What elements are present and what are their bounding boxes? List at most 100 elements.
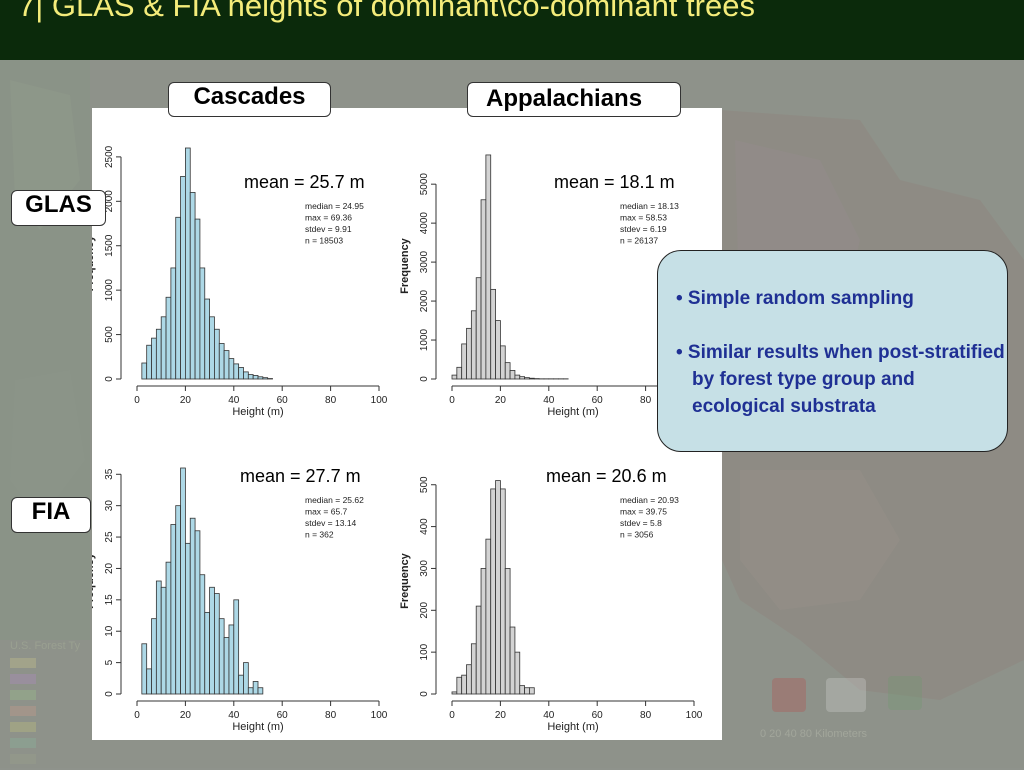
x-axis-label: Height (m) xyxy=(232,406,283,418)
histogram-bar xyxy=(476,606,481,694)
x-tick-label: 80 xyxy=(640,395,652,406)
y-tick-label: 0 xyxy=(419,691,430,697)
histogram-bar xyxy=(462,675,467,694)
histogram-bar xyxy=(156,581,161,694)
stats-annotation: median = 20.93 xyxy=(620,495,679,505)
x-tick-label: 0 xyxy=(449,710,455,721)
histogram-bar xyxy=(248,375,253,379)
histogram-bar xyxy=(161,317,166,379)
rsac-logo xyxy=(888,676,922,710)
histogram-bar xyxy=(239,367,244,379)
slide-title: 7| GLAS & FIA heights of dominant\co-dom… xyxy=(18,0,898,25)
row-label-glas: GLAS xyxy=(11,190,106,226)
histogram-bar xyxy=(234,600,239,694)
histogram-bar xyxy=(156,329,161,379)
legend-swatch xyxy=(10,738,36,748)
histogram-bar xyxy=(491,489,496,694)
histogram-bar xyxy=(481,200,486,379)
y-tick-label: 2500 xyxy=(104,145,115,168)
histogram-bar xyxy=(171,525,176,695)
histogram-bar xyxy=(166,562,171,694)
stats-annotation: n = 3056 xyxy=(620,530,654,540)
histogram-bar xyxy=(253,681,258,694)
histogram-bar xyxy=(481,568,486,694)
stats-annotation: n = 26137 xyxy=(620,236,658,246)
x-tick-label: 80 xyxy=(325,710,337,721)
histogram-bar xyxy=(529,688,534,694)
histogram-bar xyxy=(200,575,205,694)
histogram-bar xyxy=(457,677,462,694)
y-tick-label: 30 xyxy=(104,500,115,512)
y-axis-label: Frequency xyxy=(92,552,96,609)
histogram-bar xyxy=(500,346,505,379)
y-axis-label: Frequency xyxy=(92,235,96,292)
histogram-bar xyxy=(200,268,205,379)
y-tick-label: 4000 xyxy=(419,212,430,235)
histogram-bar xyxy=(496,481,501,694)
histogram-bar xyxy=(486,539,491,694)
histogram-bar xyxy=(515,652,520,694)
histogram-bar xyxy=(195,531,200,694)
histogram-bar xyxy=(486,155,491,379)
stats-annotation: median = 25.62 xyxy=(305,495,364,505)
histogram-bar xyxy=(190,518,195,694)
histogram-bar xyxy=(452,692,457,694)
x-tick-label: 20 xyxy=(495,395,507,406)
stats-annotation: stdev = 5.8 xyxy=(620,518,662,528)
histogram-bar xyxy=(505,363,510,379)
y-tick-label: 200 xyxy=(419,602,430,619)
histogram-bar xyxy=(234,364,239,379)
histogram-bar xyxy=(229,359,234,379)
histogram-bar xyxy=(239,675,244,694)
histogram-bar xyxy=(210,587,215,694)
x-tick-label: 100 xyxy=(371,395,388,406)
histogram-bar xyxy=(229,625,234,694)
histogram-bar xyxy=(205,612,210,694)
y-axis-label: Frequency xyxy=(399,237,411,294)
histogram-bar xyxy=(520,686,525,694)
histogram-bar xyxy=(181,176,186,379)
x-tick-label: 0 xyxy=(134,395,140,406)
x-tick-label: 0 xyxy=(449,395,455,406)
histogram-bar xyxy=(457,367,462,379)
histogram-bar xyxy=(510,627,515,694)
mean-annotation: mean = 18.1 m xyxy=(554,172,675,192)
y-tick-label: 1000 xyxy=(104,279,115,302)
histogram-bar xyxy=(205,299,210,379)
y-tick-label: 400 xyxy=(419,518,430,535)
x-axis-label: Height (m) xyxy=(547,721,598,733)
histogram-bar xyxy=(471,311,476,379)
legend-swatch xyxy=(10,706,36,716)
legend-swatch xyxy=(10,690,36,700)
y-tick-label: 35 xyxy=(104,468,115,480)
legend-swatch xyxy=(10,722,36,732)
x-axis-label: Height (m) xyxy=(232,721,283,733)
histogram-bar xyxy=(525,378,530,379)
y-tick-label: 0 xyxy=(104,376,115,382)
histogram-bar xyxy=(248,688,253,694)
mean-annotation: mean = 25.7 m xyxy=(244,172,365,192)
histogram-bar xyxy=(243,663,248,694)
x-tick-label: 60 xyxy=(592,710,604,721)
histogram-bar xyxy=(214,594,219,694)
histogram-bar xyxy=(496,321,501,379)
y-tick-label: 500 xyxy=(104,326,115,343)
stats-annotation: stdev = 9.91 xyxy=(305,224,352,234)
stats-annotation: max = 65.7 xyxy=(305,507,348,517)
histogram-bar xyxy=(195,219,200,379)
stats-annotation: max = 58.53 xyxy=(620,213,667,223)
histogram-bar xyxy=(185,543,190,694)
map-scale-bar: 0 20 40 80 Kilometers xyxy=(760,728,867,740)
histogram-bar xyxy=(452,375,457,379)
stats-annotation: stdev = 13.14 xyxy=(305,518,357,528)
histogram-bar xyxy=(529,378,534,379)
histogram-bar xyxy=(142,644,147,694)
y-tick-label: 15 xyxy=(104,594,115,606)
column-label-appalachians: Appalachians xyxy=(467,82,681,117)
histogram-bar xyxy=(147,669,152,694)
histogram-bar xyxy=(263,378,268,379)
x-tick-label: 40 xyxy=(228,395,240,406)
x-tick-label: 100 xyxy=(371,710,388,721)
legend-swatch xyxy=(10,754,36,764)
histogram-bar xyxy=(258,688,263,694)
